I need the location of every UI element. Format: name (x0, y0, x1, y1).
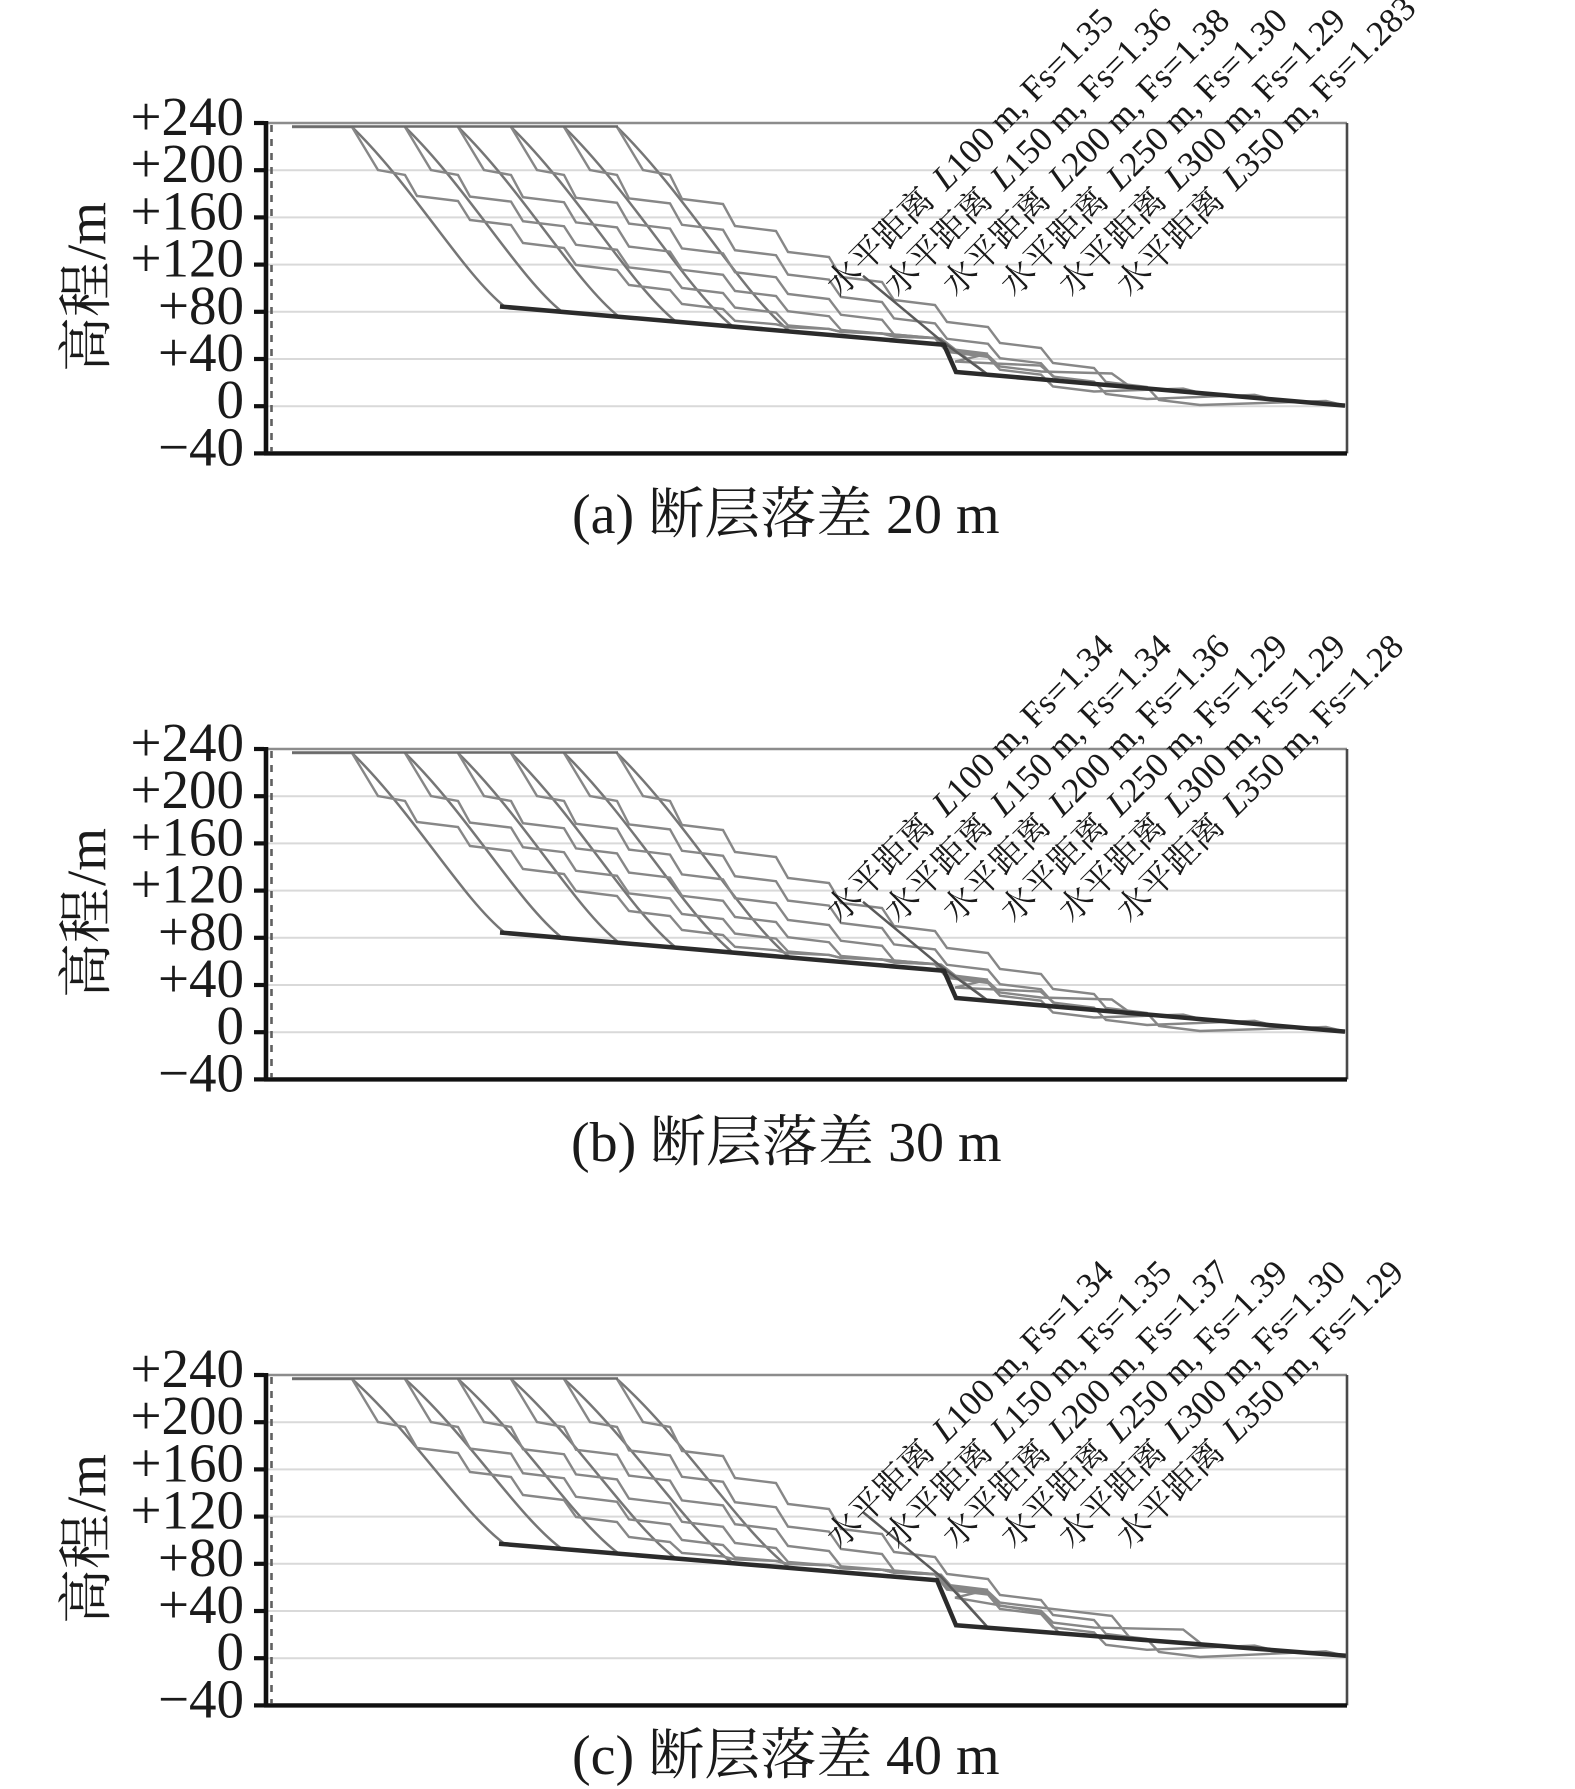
svg-text:0: 0 (217, 369, 245, 430)
svg-text:−40: −40 (158, 1042, 244, 1103)
svg-text:+40: +40 (158, 948, 244, 1009)
svg-text:+80: +80 (158, 275, 244, 336)
svg-text:−40: −40 (158, 1668, 244, 1729)
svg-text:+120: +120 (130, 228, 244, 289)
svg-text:+40: +40 (158, 322, 244, 383)
svg-text:+200: +200 (130, 1385, 244, 1446)
svg-text:20 m: 20 m (886, 484, 1000, 546)
svg-text:+160: +160 (130, 806, 244, 867)
svg-text:0: 0 (217, 995, 245, 1056)
svg-text:(a): (a) (572, 484, 634, 546)
svg-text:/m: /m (56, 828, 117, 886)
svg-text:(c): (c) (572, 1725, 634, 1787)
svg-text:30 m: 30 m (888, 1112, 1002, 1174)
svg-text:40 m: 40 m (886, 1725, 1000, 1787)
svg-text:(b): (b) (571, 1112, 636, 1174)
svg-text:+160: +160 (130, 180, 244, 241)
svg-text:+80: +80 (158, 1527, 244, 1588)
svg-text:+200: +200 (130, 133, 244, 194)
svg-text:+200: +200 (130, 759, 244, 820)
svg-text:−40: −40 (158, 416, 244, 477)
svg-text:/m: /m (56, 1454, 117, 1512)
svg-text:/m: /m (56, 202, 117, 260)
svg-text:+120: +120 (130, 854, 244, 915)
svg-text:+240: +240 (130, 1338, 244, 1399)
svg-text:+240: +240 (130, 712, 244, 773)
svg-text:+240: +240 (130, 86, 244, 147)
svg-text:+160: +160 (130, 1432, 244, 1493)
svg-text:+40: +40 (158, 1574, 244, 1635)
svg-text:0: 0 (217, 1621, 245, 1682)
svg-text:+120: +120 (130, 1480, 244, 1541)
svg-text:+80: +80 (158, 901, 244, 962)
